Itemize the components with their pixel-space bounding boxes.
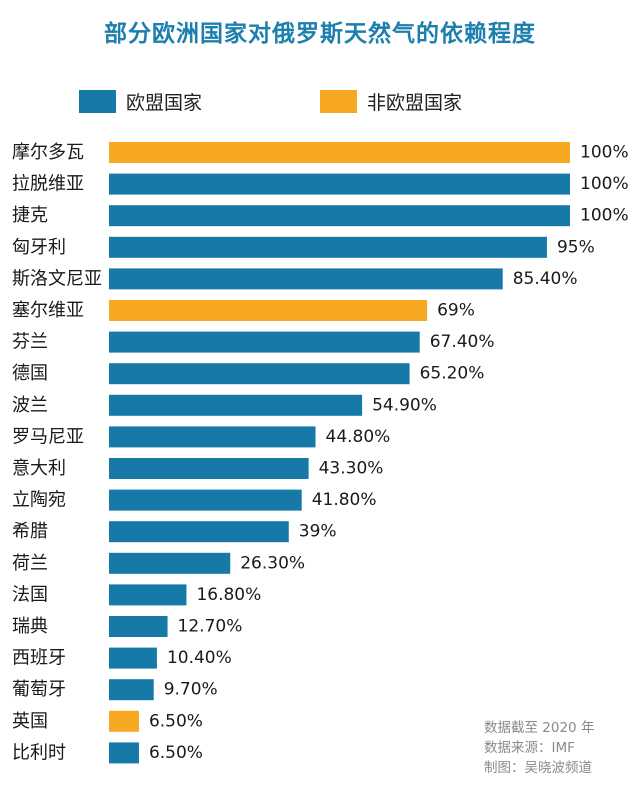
category-label: 西班牙 [12,648,66,669]
bar [109,363,410,385]
value-label: 85.40% [513,269,578,289]
bar [109,426,316,448]
value-label: 100% [580,174,629,194]
value-label: 95% [557,237,595,257]
value-label: 69% [437,301,475,321]
category-label: 塞尔维亚 [12,300,84,321]
legend-swatch-non-eu [320,90,357,113]
legend-label-non-eu: 非欧盟国家 [367,92,463,114]
bar [109,647,157,669]
value-label: 39% [299,522,337,542]
bar [109,236,547,258]
bar [109,205,570,227]
category-label: 立陶宛 [12,490,66,511]
category-label: 瑞典 [12,616,48,637]
category-label: 拉脱维亚 [12,174,84,195]
legend-label-eu: 欧盟国家 [126,92,203,114]
category-label: 法国 [12,584,48,605]
bar [109,268,503,290]
value-label: 43.30% [319,459,384,479]
category-label: 芬兰 [12,332,48,353]
category-label: 波兰 [12,395,48,416]
category-label: 比利时 [12,742,66,763]
bar [109,300,428,321]
value-label: 12.70% [178,617,243,637]
category-label: 摩尔多瓦 [12,142,84,163]
bar [109,616,168,637]
value-label: 6.50% [149,711,203,731]
value-label: 26.30% [240,553,305,573]
chart-title: 部分欧洲国家对俄罗斯天然气的依赖程度 [104,21,536,47]
value-label: 9.70% [164,680,218,700]
legend-swatch-eu [79,90,116,113]
bar [109,679,154,701]
bar [109,489,302,511]
category-label: 葡萄牙 [12,679,66,700]
chart-legend: 欧盟国家 非欧盟国家 [0,88,640,114]
legend-item-eu: 欧盟国家 [79,88,202,115]
source-date: 数据截至 2020 年 [484,720,595,736]
category-label: 荷兰 [12,553,48,574]
value-label: 16.80% [196,585,261,605]
value-label: 10.40% [167,648,232,668]
value-label: 100% [580,206,629,226]
value-label: 41.80% [312,490,377,510]
bar [109,584,187,606]
value-label: 67.40% [430,332,495,352]
category-label: 罗马尼亚 [12,426,84,447]
value-label: 100% [580,143,629,163]
category-label: 捷克 [12,205,48,226]
bar [109,394,363,416]
category-label: 意大利 [12,458,66,479]
category-label: 斯洛文尼亚 [12,268,102,289]
bar [109,142,570,163]
category-label: 英国 [12,711,48,732]
category-label: 匈牙利 [12,237,66,258]
bar [109,742,139,764]
bar [109,552,231,574]
legend-item-non-eu: 非欧盟国家 [320,88,462,115]
value-label: 44.80% [326,427,391,447]
bar [109,521,289,543]
source-origin: 数据来源：IMF [484,740,575,756]
bar [109,173,570,195]
bar [109,331,420,353]
bar [109,710,139,732]
value-label: 54.90% [372,395,437,415]
value-label: 65.20% [420,364,485,384]
value-label: 6.50% [149,743,203,763]
source-note: 数据截至 2020 年 数据来源：IMF 制图：吴晓波频道 [484,718,594,778]
category-label: 希腊 [12,521,48,542]
bar [109,458,309,479]
source-credit: 制图：吴晓波频道 [484,760,592,776]
category-label: 德国 [12,363,48,384]
